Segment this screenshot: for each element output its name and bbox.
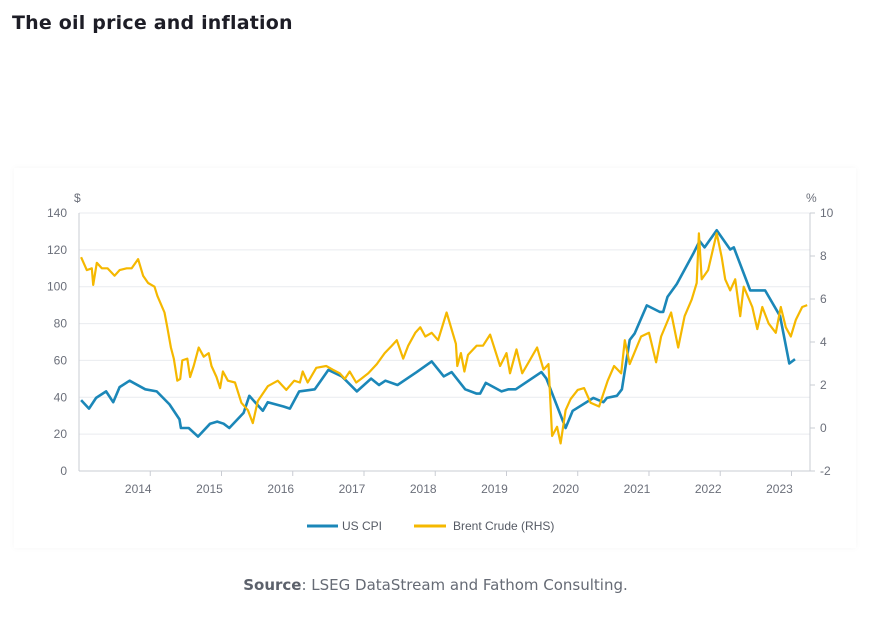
- left-tick-label: 0: [60, 464, 67, 478]
- right-tick-label: 4: [820, 335, 827, 349]
- right-axis-unit: %: [806, 191, 817, 205]
- right-tick-label: 2: [820, 378, 827, 392]
- legend-label-brent: Brent Crude (RHS): [453, 519, 554, 533]
- x-tick-label: 2020: [552, 482, 579, 496]
- left-tick-label: 20: [54, 427, 68, 441]
- x-tick-label: 2019: [481, 482, 508, 496]
- right-tick-label: 0: [820, 421, 827, 435]
- left-tick-label: 100: [47, 280, 67, 294]
- x-tick-label: 2021: [624, 482, 651, 496]
- left-tick-label: 140: [47, 206, 67, 220]
- series-line-us-cpi: [80, 228, 796, 438]
- legend-label-us-cpi: US CPI: [342, 519, 382, 533]
- source-label: Source: [243, 576, 302, 594]
- x-tick-label: 2018: [410, 482, 437, 496]
- source-text: : LSEG DataStream and Fathom Consulting.: [301, 576, 628, 594]
- left-tick-label: 40: [54, 390, 68, 404]
- right-tick-label: 6: [820, 292, 827, 306]
- left-tick-label: 60: [54, 353, 68, 367]
- gridlines: [79, 212, 810, 435]
- series-lines: [80, 228, 808, 445]
- right-tick-label: 10: [820, 206, 834, 220]
- page-title: The oil price and inflation: [12, 12, 293, 34]
- x-tick-label: 2023: [766, 482, 793, 496]
- axes: 0 20 40 60 80 100 120 140 -2 0 2 4 6 8 10 2014 2015 2016 2…: [47, 206, 834, 496]
- right-tick-label: -2: [820, 464, 831, 478]
- right-tick-label: 8: [820, 249, 827, 263]
- x-tick-label: 2014: [125, 482, 152, 496]
- x-tick-label: 2022: [695, 482, 722, 496]
- series-line-brent-crude: [80, 232, 808, 445]
- source-note: Source: LSEG DataStream and Fathom Consu…: [0, 576, 871, 594]
- x-tick-label: 2017: [339, 482, 366, 496]
- x-tick-label: 2015: [196, 482, 223, 496]
- legend: US CPI Brent Crude (RHS): [307, 519, 554, 533]
- left-axis-unit: $: [74, 191, 81, 205]
- left-tick-label: 120: [47, 243, 67, 257]
- x-tick-label: 2016: [267, 482, 294, 496]
- left-tick-label: 80: [54, 317, 68, 331]
